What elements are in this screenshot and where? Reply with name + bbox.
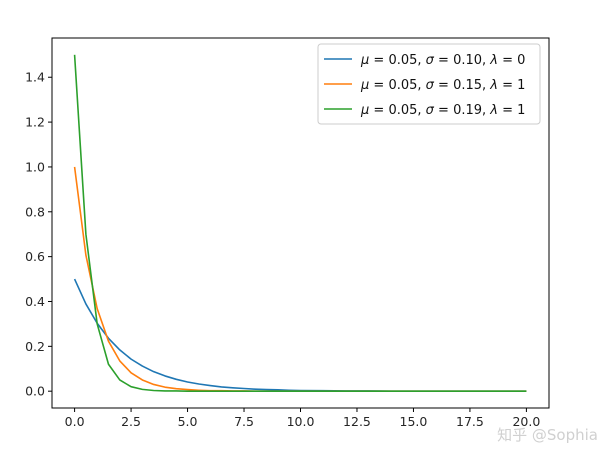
y-tick-label: 1.2 — [25, 115, 45, 130]
y-tick-label: 0.2 — [25, 339, 45, 354]
x-tick-label: 12.5 — [343, 414, 371, 429]
y-axis-ticks: 0.0 0.2 0.4 0.6 0.8 1.0 1.2 1.4 — [25, 70, 52, 399]
series-line-2 — [73, 54, 527, 392]
watermark-text: 知乎 @Sophia — [497, 426, 598, 444]
y-tick-label: 0.0 — [25, 384, 45, 399]
x-tick-label: 20.0 — [512, 414, 540, 429]
y-tick-label: 0.8 — [25, 204, 45, 219]
x-tick-label: 2.5 — [121, 414, 141, 429]
x-axis-ticks: 0.0 2.5 5.0 7.5 10.0 12.5 15.0 17.5 20.0 — [65, 408, 540, 429]
x-tick-label: 0.0 — [65, 414, 85, 429]
series-layer — [73, 54, 527, 392]
legend-label-0: μ = 0.05, σ = 0.10, λ = 0 — [360, 53, 525, 68]
legend-label-2: μ = 0.05, σ = 0.19, λ = 1 — [360, 103, 525, 118]
legend-box — [317, 43, 541, 125]
x-tick-label: 10.0 — [287, 414, 315, 429]
legend: μ = 0.05, σ = 0.10, λ = 0 μ = 0.05, σ = … — [317, 43, 541, 125]
x-tick-label: 15.0 — [400, 414, 428, 429]
x-tick-label: 7.5 — [234, 414, 254, 429]
y-tick-label: 1.4 — [25, 70, 45, 85]
y-tick-label: 0.4 — [25, 294, 45, 309]
legend-label-1: μ = 0.05, σ = 0.15, λ = 1 — [360, 78, 525, 93]
x-tick-label: 5.0 — [178, 414, 198, 429]
x-tick-label: 17.5 — [456, 414, 484, 429]
y-tick-label: 1.0 — [25, 159, 45, 174]
y-tick-label: 0.6 — [25, 249, 45, 264]
